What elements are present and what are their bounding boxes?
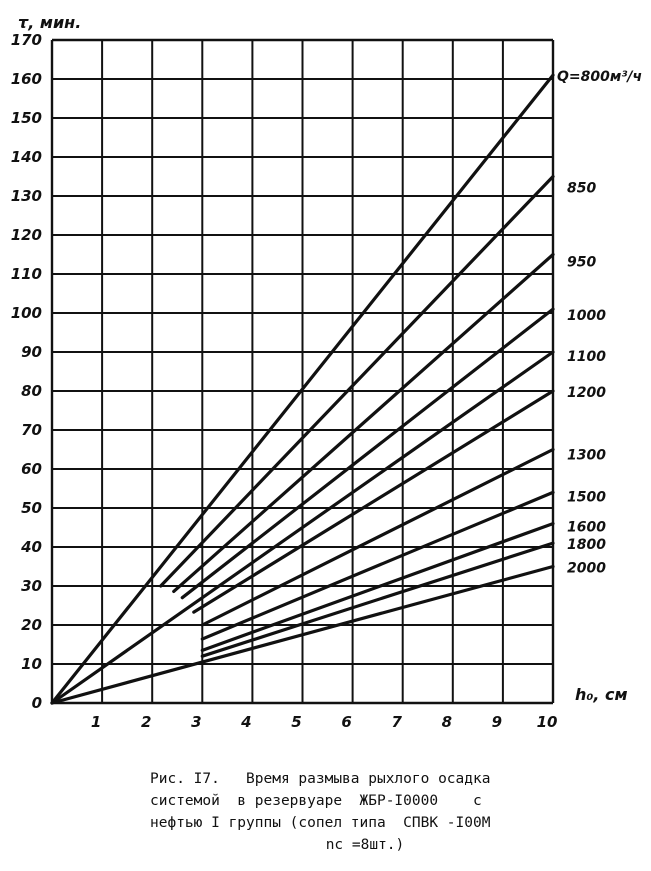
grid — [50, 38, 555, 705]
y-tick-label: 40 — [20, 538, 42, 556]
series-line — [200, 541, 555, 658]
series-label: 850 — [567, 181, 596, 197]
series-label: 1600 — [567, 520, 606, 536]
series-label: 1100 — [567, 349, 606, 365]
caption-line: nс =8шт.) — [325, 837, 405, 853]
x-axis-label: h₀, см — [575, 685, 628, 704]
y-tick-label: 80 — [21, 382, 42, 400]
x-tick-label: 8 — [442, 713, 452, 731]
y-tick-label: 160 — [11, 70, 42, 88]
series-line — [50, 564, 555, 705]
y-tick-label: 130 — [11, 187, 42, 205]
series-line — [200, 490, 555, 641]
chart: 1 2 3 4 5 6 7 8 9 1001020304050607080901001101201… — [11, 13, 642, 731]
x-tick-label: 1 — [91, 713, 101, 731]
caption-line: системой в резервуаре ЖБР-I0000 с — [150, 793, 482, 809]
tick-labels: 1 2 3 4 5 6 7 8 9 1001020304050607080901001101201… — [11, 31, 558, 731]
figure-caption: Рис. I7. Время размыва рыхлого осадка си… — [150, 768, 580, 856]
x-tick-label: 3 — [191, 713, 201, 731]
x-tick-label: 5 — [291, 713, 301, 731]
x-tick-label: 2 — [141, 713, 151, 731]
y-tick-label: 170 — [11, 31, 42, 49]
series-line — [50, 73, 555, 705]
series-lines — [50, 73, 555, 705]
y-tick-label: 100 — [11, 304, 42, 322]
y-tick-label: 140 — [11, 148, 42, 166]
x-tick-label: 9 — [492, 713, 502, 731]
y-tick-label: 30 — [21, 577, 42, 595]
series-line — [172, 252, 555, 594]
y-tick-label: 60 — [21, 460, 42, 478]
y-tick-label: 120 — [11, 226, 42, 244]
series-label: Q=800м³/ч — [557, 69, 642, 85]
series-label: 1000 — [567, 308, 606, 324]
x-tick-label: 10 — [537, 713, 558, 731]
series-label: 1800 — [567, 537, 606, 553]
series-line — [200, 521, 555, 652]
x-tick-label: 7 — [391, 713, 402, 731]
series-label: 1500 — [567, 489, 606, 505]
caption-line: Рис. I7. Время размыва рыхлого осадка — [150, 771, 491, 787]
x-tick-label: 4 — [240, 713, 251, 731]
series-label: 2000 — [567, 561, 606, 577]
y-tick-label: 50 — [21, 499, 42, 517]
y-axis-label: τ, мин. — [18, 13, 81, 32]
series-label: 950 — [567, 255, 596, 271]
y-tick-label: 90 — [21, 343, 42, 361]
series-labels: Q=800м³/ч 850 950 1000 1100 1200 1300 1500 16001… — [557, 69, 642, 576]
x-tick-label: 6 — [341, 713, 351, 731]
y-tick-label: 20 — [21, 616, 42, 634]
series-line — [50, 350, 555, 705]
y-tick-label: 0 — [32, 694, 42, 712]
y-tick-label: 70 — [21, 421, 42, 439]
series-line — [180, 307, 555, 600]
series-line — [200, 447, 555, 627]
y-tick-label: 10 — [21, 655, 42, 673]
series-label: 1300 — [567, 448, 606, 464]
y-tick-label: 150 — [11, 109, 42, 127]
series-line — [159, 174, 555, 588]
series-label: 1200 — [567, 385, 606, 401]
series-line — [192, 389, 555, 614]
caption-line: нефтью I группы (сопел типа СПВК -I00М — [150, 815, 491, 831]
y-tick-label: 110 — [11, 265, 42, 283]
